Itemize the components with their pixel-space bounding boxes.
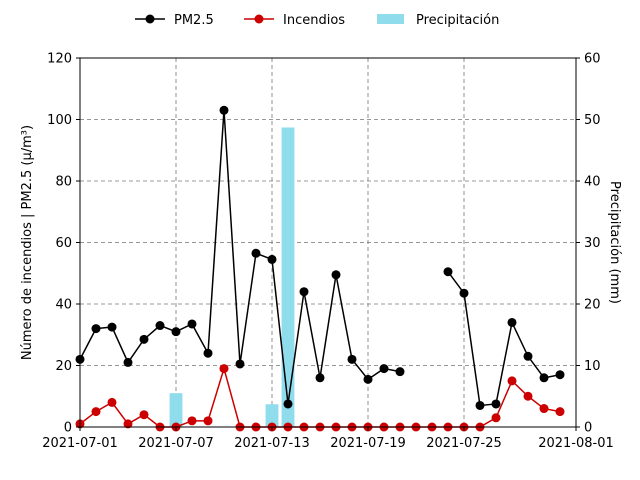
series-point-0 — [283, 399, 293, 409]
y-tick-label-right: 50 — [584, 113, 601, 128]
x-tick-label: 2021-07-25 — [426, 436, 502, 451]
series-point-1 — [491, 413, 501, 423]
y-tick-label-right: 0 — [584, 421, 592, 436]
series-point-0 — [203, 348, 213, 358]
grid — [80, 58, 576, 427]
x-tick-label: 2021-08-01 — [538, 436, 614, 451]
precipitation-bars — [169, 127, 295, 428]
y-tick-label-right: 20 — [584, 298, 601, 313]
y-tick-label-left: 40 — [55, 298, 72, 313]
y-tick-label-left: 20 — [55, 359, 72, 374]
series-point-1 — [555, 407, 565, 417]
series-point-0 — [363, 374, 373, 384]
series-point-1 — [539, 404, 549, 414]
y-tick-label-right: 10 — [584, 359, 601, 374]
series-point-0 — [187, 319, 197, 329]
y-tick-label-right: 30 — [584, 236, 601, 251]
series-point-0 — [139, 334, 149, 344]
series-point-0 — [155, 321, 165, 331]
series-point-0 — [491, 399, 501, 409]
series-point-0 — [171, 327, 181, 337]
legend: PM2.5 Incendios Precipitación — [135, 13, 499, 28]
series-point-0 — [459, 288, 469, 298]
series-point-0 — [299, 287, 309, 297]
y-axis-label-right: Precipitación (mm) — [607, 181, 622, 304]
series-point-0 — [315, 373, 325, 383]
series-point-1 — [219, 364, 229, 374]
series-point-0 — [91, 324, 101, 334]
legend-label-incendios: Incendios — [283, 13, 345, 28]
series-point-0 — [123, 357, 133, 367]
x-tick-label: 2021-07-19 — [330, 436, 406, 451]
series-point-1 — [123, 419, 133, 429]
x-tick-label: 2021-07-13 — [234, 436, 310, 451]
y-tick-label-left: 80 — [55, 175, 72, 190]
series-point-0 — [379, 364, 389, 374]
series-point-1 — [91, 407, 101, 417]
series-point-1 — [203, 416, 213, 426]
precip-bar — [169, 393, 183, 427]
legend-marker-incendios — [254, 14, 264, 24]
series-point-0 — [555, 370, 565, 380]
x-tick-label: 2021-07-07 — [138, 436, 214, 451]
precip-bar — [281, 127, 295, 428]
series-point-0 — [475, 400, 485, 410]
legend-swatch-precipitacion — [377, 14, 404, 24]
series-point-1 — [523, 391, 533, 401]
y-tick-label-right: 40 — [584, 175, 601, 190]
y-tick-label-left: 120 — [47, 52, 72, 67]
legend-label-precipitacion: Precipitación — [416, 13, 499, 28]
series-point-0 — [507, 317, 517, 327]
series-point-0 — [395, 367, 405, 377]
y-tick-label-left: 60 — [55, 236, 72, 251]
series-point-0 — [539, 373, 549, 383]
y-tick-label-left: 100 — [47, 113, 72, 128]
series-point-1 — [107, 397, 117, 407]
series-point-1 — [139, 410, 149, 420]
series-point-0 — [267, 254, 277, 264]
y-axis-label-left: Número de incendios | PM2.5 (μ/m³) — [20, 125, 35, 360]
series-point-1 — [507, 376, 517, 386]
series-point-0 — [219, 105, 229, 115]
precip-bar — [265, 404, 279, 427]
series-point-0 — [347, 354, 357, 364]
series-point-0 — [443, 267, 453, 277]
series-point-0 — [331, 270, 341, 280]
legend-marker-pm25 — [145, 14, 155, 24]
legend-label-pm25: PM2.5 — [174, 13, 214, 28]
series-point-0 — [251, 248, 261, 258]
axes: 0 20 40 60 80 100 120 0 10 20 30 40 50 60 2021-07-01 20… — [42, 52, 614, 452]
series-point-0 — [523, 351, 533, 361]
y-tick-label-right: 60 — [584, 52, 601, 67]
series-point-0 — [235, 359, 245, 369]
series-lines — [75, 105, 565, 432]
y-tick-label-left: 0 — [64, 421, 72, 436]
series-point-1 — [187, 416, 197, 426]
series-point-0 — [107, 322, 117, 332]
x-tick-label: 2021-07-01 — [42, 436, 118, 451]
